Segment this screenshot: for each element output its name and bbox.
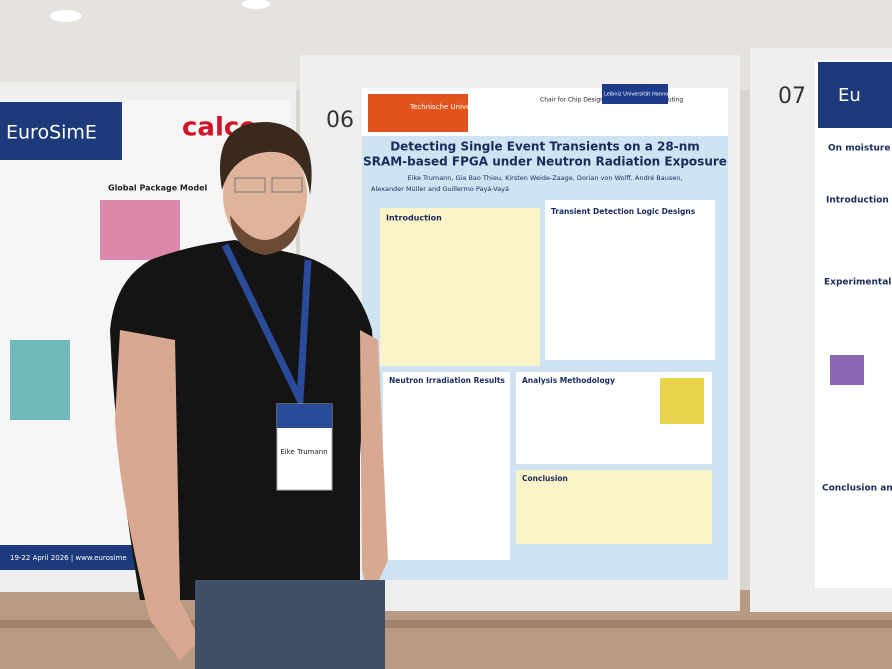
badge-name: Eike Trumann [280,448,327,456]
section-heading: Transient Detection Logic Designs [551,207,696,216]
badge-header [277,404,332,428]
person-shirt [110,240,385,600]
section-heading: Conclusion [522,474,568,483]
university: Technische Universität Braunschweig [409,103,540,111]
figure [10,340,70,420]
section-heading: Experimental [824,278,891,288]
person-arm [360,330,388,600]
partner: Leibniz Universität Hannover [604,92,677,98]
person-jeans [195,580,385,669]
heading: On moisture a [828,144,892,154]
section-box [380,208,540,366]
brand: EuroSimE [6,122,97,144]
figure [830,355,864,385]
title: Detecting Single Event Transients on a 2… [390,140,700,154]
figure [660,378,704,424]
lanyard [221,243,312,414]
section-heading: Introduction [826,196,889,206]
poster-header [818,62,892,128]
subtitle: Global Package Model [108,184,208,193]
partner-logo [602,84,668,104]
poster-number: 06 [326,108,354,133]
title: SRAM-based FPGA under Neutron Radiation … [363,155,727,169]
person-arm [115,330,200,660]
person-head [223,140,307,250]
person-beard [230,215,300,255]
light [50,10,82,22]
footer: 19-22 April 2026 | www.eurosime [10,554,127,562]
figure [100,200,180,260]
brand: Eu [838,85,861,106]
poster-footer [0,545,150,570]
poster-header [0,102,122,160]
glasses [271,177,303,193]
glasses [234,177,266,193]
section-heading: Introduction [386,214,442,223]
person-hair [219,121,312,195]
authors: Alexander Müller and Guillermo Payá-Vayá [371,185,509,193]
poster-number: 07 [778,84,806,109]
section-box [545,200,715,360]
section-box [383,372,510,560]
section-heading: Analysis Methodology [522,376,615,385]
section-heading: Conclusion and [822,484,892,494]
carpet-stripe [0,620,892,628]
poster [815,60,892,588]
section-heading: Neutron Irradiation Results [389,376,505,385]
section-box [516,470,712,544]
authors: Eike Trumann, Gia Bao Thieu, Kirsten Wei… [408,174,683,182]
light [242,0,270,9]
logo-box [368,94,468,132]
